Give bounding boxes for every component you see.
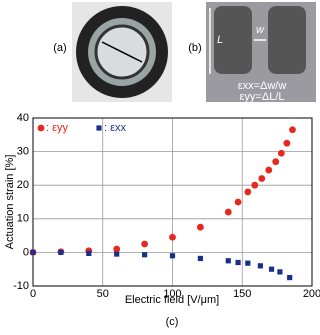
point: [277, 149, 285, 157]
point: [224, 208, 232, 216]
point: [268, 266, 275, 272]
y-tick-label: 20: [17, 179, 29, 191]
point: [197, 255, 203, 262]
y-tick-label: -10: [13, 280, 29, 292]
point: [287, 275, 293, 281]
point: [114, 251, 120, 257]
y-tick-label: 30: [17, 146, 29, 158]
electrode: [268, 6, 306, 74]
legend-label: : εyy: [46, 122, 69, 134]
x-tick-label: 100: [163, 288, 181, 300]
point: [234, 198, 242, 206]
point: [169, 253, 176, 259]
point: [141, 240, 149, 248]
point: [257, 263, 263, 269]
x-axis-label: Electric field [V/μm]: [125, 294, 219, 306]
point: [272, 158, 280, 166]
point: [197, 223, 204, 231]
point: [86, 250, 92, 257]
point: [169, 233, 176, 241]
legend-marker: [96, 125, 102, 131]
point: [245, 260, 251, 266]
legend-label: : εxx: [104, 122, 127, 134]
panel-label: (c): [166, 316, 179, 328]
plot-frame: [32, 117, 313, 287]
point: [113, 245, 121, 253]
point: [30, 249, 36, 255]
x-tick-label: 0: [30, 288, 36, 300]
legend-marker: [37, 124, 45, 132]
x-tick-label: 50: [97, 288, 109, 300]
point: [58, 249, 64, 255]
point: [283, 139, 291, 147]
photo-text: w: [256, 24, 265, 36]
point: [225, 258, 231, 264]
point: [235, 259, 241, 266]
electrode: [214, 6, 252, 74]
y-tick-label: 40: [17, 112, 29, 124]
point: [251, 181, 259, 189]
photo-text: L: [217, 34, 223, 46]
point: [244, 188, 252, 196]
arrow: [101, 41, 143, 63]
x-tick-label: 200: [303, 288, 320, 300]
y-axis-label: Actuation strain [%]: [4, 155, 16, 250]
photo-text: εxx=Δw/w: [238, 80, 287, 92]
point: [142, 252, 148, 258]
point: [277, 269, 283, 275]
point: [289, 126, 296, 134]
y-tick-label: 10: [17, 213, 29, 225]
panel-label: (a): [53, 42, 66, 54]
point: [258, 175, 266, 182]
x-tick-label: 150: [233, 288, 251, 300]
photo-text: εyy=ΔL/L: [240, 91, 285, 103]
point: [265, 166, 273, 174]
y-tick-label: 0: [23, 246, 29, 258]
panel-label: (b): [188, 42, 201, 54]
